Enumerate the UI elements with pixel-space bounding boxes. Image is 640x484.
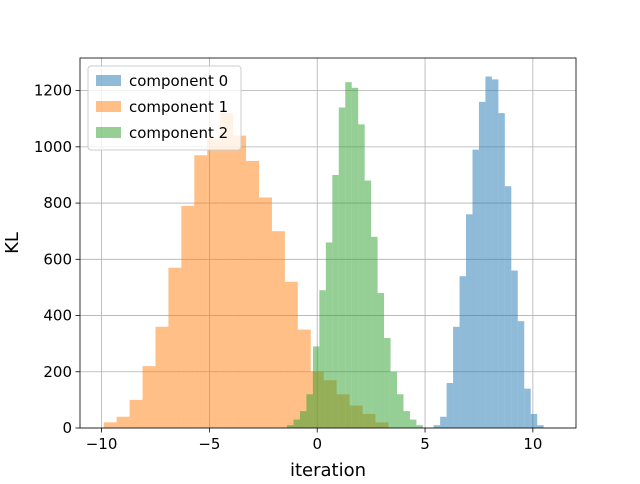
histogram-bar xyxy=(299,411,307,428)
histogram-bar xyxy=(498,113,505,428)
histogram-bar xyxy=(433,425,441,428)
x-tick-label: −10 xyxy=(86,435,118,453)
histogram-bar xyxy=(530,413,538,428)
histogram-bar xyxy=(403,411,410,428)
histogram-bar xyxy=(319,290,326,428)
histogram-bar xyxy=(220,113,234,428)
legend-swatch xyxy=(96,127,121,138)
histogram-bar xyxy=(446,383,454,428)
histogram-bar xyxy=(271,231,285,428)
histogram-bar xyxy=(312,346,320,428)
histogram-bar xyxy=(338,107,346,429)
histogram-bar xyxy=(371,236,378,428)
histogram-bar xyxy=(116,416,130,428)
y-tick-label: 800 xyxy=(43,194,72,212)
x-tick-label: 10 xyxy=(523,435,542,453)
histogram-bar xyxy=(181,205,195,428)
legend-box xyxy=(87,65,242,151)
histogram-bar xyxy=(491,79,499,428)
histogram-bar xyxy=(103,422,117,428)
x-tick-label: 5 xyxy=(420,435,430,453)
histogram-bar xyxy=(233,135,247,428)
series-0-bars xyxy=(433,76,544,429)
x-tick-label: 0 xyxy=(312,435,322,453)
histogram-bar xyxy=(364,180,372,428)
x-tick-label: −5 xyxy=(198,435,220,453)
y-tick-label: 200 xyxy=(43,363,72,381)
histogram-bar xyxy=(440,416,447,428)
y-tick-label: 1000 xyxy=(34,138,72,156)
histogram-bar xyxy=(504,186,512,428)
histogram-bar xyxy=(325,242,333,428)
histogram-bar xyxy=(478,101,486,429)
histogram-bar xyxy=(472,149,479,428)
histogram-bar xyxy=(351,87,359,428)
histogram-bar xyxy=(345,82,352,429)
histogram-bar xyxy=(409,419,417,428)
histogram-bar xyxy=(332,174,339,428)
x-axis-label: iteration xyxy=(290,460,366,480)
histogram-bar xyxy=(453,326,460,428)
histogram-bar xyxy=(397,394,404,428)
histogram-bar xyxy=(155,326,169,428)
histogram-bar xyxy=(207,138,221,428)
histogram-bar xyxy=(287,425,294,428)
histogram-bar xyxy=(517,321,525,428)
histogram-bar xyxy=(246,160,259,428)
histogram-bar xyxy=(390,371,398,428)
axis-ticks: −10 −5 0 5 10 0 200 400 600 800 1000 1200 xyxy=(34,82,543,453)
y-tick-label: 1200 xyxy=(34,82,72,100)
y-tick-label: 0 xyxy=(62,419,72,437)
histogram-bars xyxy=(103,76,544,429)
series-1-bars xyxy=(103,113,389,428)
histogram-bar xyxy=(466,214,473,428)
histogram-bar xyxy=(129,399,143,428)
histogram-bar xyxy=(511,270,518,428)
y-tick-label: 400 xyxy=(43,307,72,325)
histogram-bar xyxy=(416,425,423,428)
histogram-bar xyxy=(377,293,385,428)
legend: component 0 component 1 component 2 xyxy=(87,65,242,151)
series-2-bars xyxy=(287,82,423,429)
histogram-bar xyxy=(358,124,365,428)
histogram-bar xyxy=(142,366,156,428)
legend-label: component 1 xyxy=(129,98,228,116)
histogram-bar xyxy=(258,197,272,428)
legend-label: component 0 xyxy=(129,72,228,90)
axes-frame xyxy=(79,57,577,429)
y-axis-label: KL xyxy=(2,232,23,254)
histogram-bar xyxy=(485,76,492,429)
histogram-bar xyxy=(306,394,313,428)
legend-swatch xyxy=(96,75,121,86)
histogram-bar xyxy=(459,276,467,428)
histogram-bar xyxy=(168,267,182,428)
histogram-bar xyxy=(524,388,531,428)
histogram-bar xyxy=(284,281,298,428)
histogram-bar xyxy=(537,425,544,428)
legend-swatch xyxy=(96,101,121,112)
y-tick-label: 600 xyxy=(43,250,72,268)
histogram-bar xyxy=(384,338,391,428)
histogram-bar xyxy=(194,155,208,428)
histogram-bar xyxy=(293,419,300,428)
legend-label: component 2 xyxy=(129,124,228,142)
